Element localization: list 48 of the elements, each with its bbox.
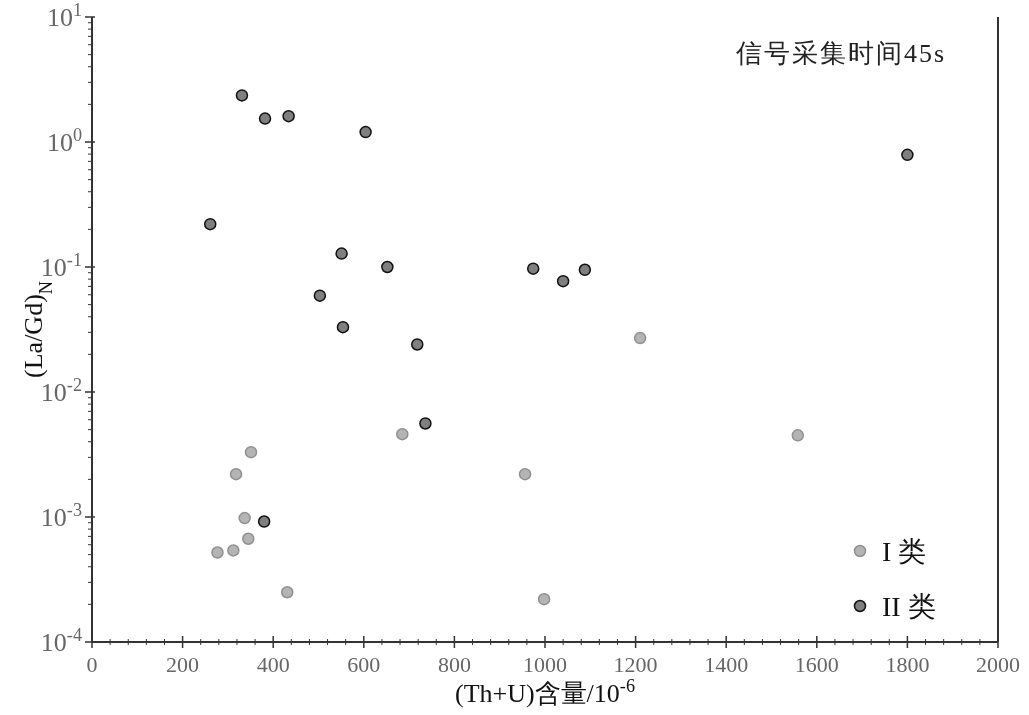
- x-axis-title: (Th+U)含量/10$^{-6}$: [454, 676, 636, 708]
- point: [227, 544, 240, 557]
- point: [336, 320, 350, 334]
- point: [359, 125, 372, 139]
- y-tick-label: 10$^{-3}$: [40, 500, 82, 532]
- point: [242, 532, 255, 545]
- x-tick-label: 400: [256, 652, 290, 677]
- y-tick-label: 10$^{-4}$: [40, 625, 82, 657]
- point: [203, 217, 217, 231]
- x-tick-label: 200: [166, 652, 200, 677]
- point: [238, 511, 251, 525]
- y-tick-label: 10$^{-1}$: [40, 250, 82, 282]
- point: [901, 148, 914, 162]
- point: [791, 429, 805, 442]
- point: [235, 89, 249, 102]
- point: [335, 247, 348, 260]
- point: [526, 262, 540, 275]
- annotation: 信号采集时间45s: [735, 39, 946, 68]
- x-tick-label: 0: [86, 652, 98, 677]
- point: [211, 546, 224, 559]
- point: [633, 331, 647, 345]
- point: [556, 274, 570, 288]
- point: [381, 260, 394, 274]
- point: [257, 515, 271, 528]
- x-tick-label: 2000: [976, 652, 1020, 677]
- legend-label: II 类: [882, 591, 936, 622]
- legend-label: I 类: [882, 536, 927, 567]
- point: [518, 467, 532, 481]
- point: [313, 289, 327, 302]
- point: [537, 592, 551, 606]
- point: [258, 112, 272, 125]
- x-tick-label: 1600: [794, 652, 839, 677]
- x-tick-label: 1000: [523, 652, 567, 677]
- x-tick-label: 600: [347, 652, 381, 677]
- point: [229, 467, 243, 481]
- x-tick-label: 800: [437, 652, 471, 677]
- x-tick-label: 1800: [885, 652, 930, 677]
- y-tick-label: 10$^{0}$: [46, 125, 82, 157]
- point: [282, 109, 295, 123]
- x-tick-label: 1400: [704, 652, 749, 677]
- point: [280, 586, 294, 599]
- point: [244, 445, 258, 459]
- point: [411, 338, 424, 351]
- point: [419, 417, 432, 430]
- point: [578, 263, 592, 277]
- y-tick-label: 10$^{1}$: [46, 0, 82, 32]
- point: [396, 427, 409, 441]
- x-tick-label: 1200: [613, 652, 658, 677]
